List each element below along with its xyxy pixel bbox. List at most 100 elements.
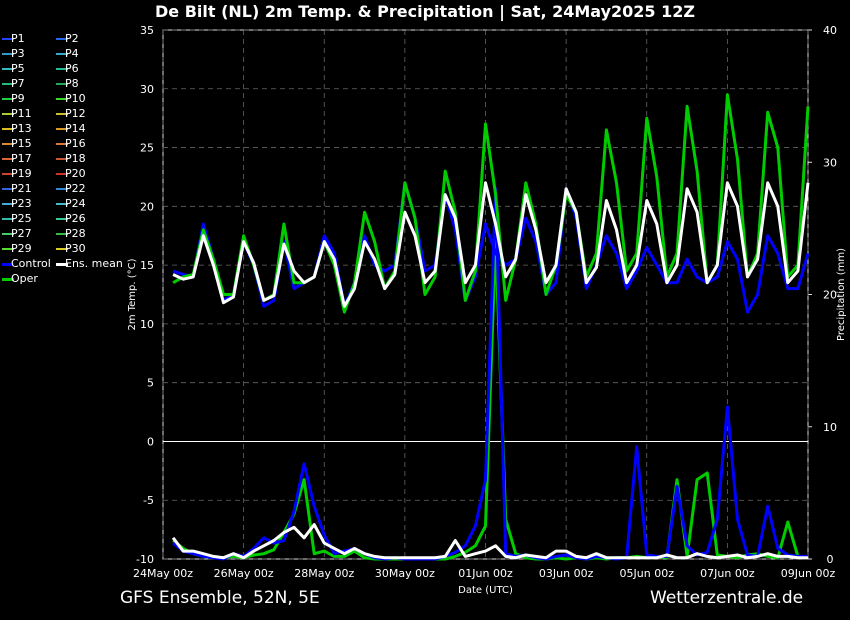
legend-swatch xyxy=(56,143,68,145)
model-label: GFS Ensemble, 52N, 5E xyxy=(120,588,320,608)
legend-label: P4 xyxy=(65,47,79,60)
legend-swatch xyxy=(56,113,68,115)
legend-swatch xyxy=(56,188,68,190)
legend-label: P10 xyxy=(65,92,86,105)
x-axis-label: Date (UTC) xyxy=(458,585,513,596)
legend-swatch xyxy=(2,83,14,85)
legend-label: P20 xyxy=(65,167,86,180)
legend-label: P3 xyxy=(11,47,25,60)
legend-swatch xyxy=(2,158,14,160)
legend-swatch xyxy=(2,113,14,115)
legend-swatch xyxy=(2,68,14,70)
legend-label: P13 xyxy=(11,122,32,135)
legend-label: P25 xyxy=(11,212,32,225)
x-tick-label: 24May 00z xyxy=(133,567,193,580)
legend-swatch xyxy=(2,38,14,40)
legend-label: P11 xyxy=(11,107,32,120)
legend-swatch xyxy=(56,218,68,220)
legend-swatch xyxy=(2,173,14,175)
legend-label: P16 xyxy=(65,137,86,150)
legend-swatch xyxy=(2,98,14,100)
legend-label: P5 xyxy=(11,62,25,75)
y2-tick-label: 30 xyxy=(823,156,837,169)
legend-swatch xyxy=(2,188,14,190)
legend-label: P28 xyxy=(65,227,86,240)
x-tick-label: 01Jun 00z xyxy=(458,567,513,580)
legend-swatch xyxy=(56,248,68,250)
y-tick-label: 10 xyxy=(140,318,154,331)
legend-swatch xyxy=(2,263,14,266)
legend-label: P22 xyxy=(65,182,86,195)
y2-tick-label: 20 xyxy=(823,289,837,302)
temp-line-ens-mean xyxy=(172,181,810,308)
legend-label: P27 xyxy=(11,227,32,240)
y-tick-label: 5 xyxy=(147,377,154,390)
legend-swatch xyxy=(56,263,68,266)
precip-line-ens-mean xyxy=(171,523,808,560)
y-tick-label: -10 xyxy=(136,553,154,566)
x-tick-label: 03Jun 00z xyxy=(539,567,594,580)
legend-swatch xyxy=(2,233,14,235)
legend-swatch xyxy=(2,128,14,130)
x-tick-label: 05Jun 00z xyxy=(620,567,675,580)
legend-label: P21 xyxy=(11,182,32,195)
legend-swatch xyxy=(56,203,68,205)
precip-line-oper xyxy=(172,240,809,561)
legend-label: P8 xyxy=(65,77,79,90)
legend-swatch xyxy=(56,38,68,40)
legend-swatch xyxy=(2,218,14,220)
x-tick-label: 26May 00z xyxy=(214,567,274,580)
y-tick-label: 15 xyxy=(140,259,154,272)
legend-swatch xyxy=(2,203,14,205)
x-tick-label: 28May 00z xyxy=(294,567,354,580)
legend-swatch xyxy=(56,233,68,235)
legend-swatch xyxy=(2,278,14,281)
x-tick-label: 07Jun 00z xyxy=(700,567,755,580)
legend-label: P15 xyxy=(11,137,32,150)
legend-swatch xyxy=(56,53,68,55)
precip-line-control xyxy=(172,187,808,561)
y-tick-label: 20 xyxy=(140,200,154,213)
legend-label: P17 xyxy=(11,152,32,165)
legend-swatch xyxy=(56,83,68,85)
legend-label: P24 xyxy=(65,197,86,210)
y-tick-label: 25 xyxy=(140,142,154,155)
y2-tick-label: 10 xyxy=(823,421,837,434)
y-tick-label: 30 xyxy=(140,83,154,96)
y-tick-label: -5 xyxy=(143,494,154,507)
legend-label: Control xyxy=(11,257,51,270)
legend-label: P19 xyxy=(11,167,32,180)
legend-label: P29 xyxy=(11,242,32,255)
legend-label: P23 xyxy=(11,197,32,210)
legend-label: Ens. mean xyxy=(65,257,123,270)
chart-title: De Bilt (NL) 2m Temp. & Precipitation | … xyxy=(154,2,695,21)
legend-label: P18 xyxy=(65,152,86,165)
y2-tick-label: 0 xyxy=(827,553,834,566)
legend-swatch xyxy=(2,248,14,250)
legend-label: P6 xyxy=(65,62,79,75)
y2-tick-label: 40 xyxy=(823,24,837,37)
legend-swatch xyxy=(2,53,14,55)
legend-swatch xyxy=(56,128,68,130)
x-tick-label: 09Jun 00z xyxy=(781,567,836,580)
legend-label: Oper xyxy=(11,272,38,285)
legend-label: P2 xyxy=(65,32,79,45)
legend-label: P30 xyxy=(65,242,86,255)
legend-label: P14 xyxy=(65,122,86,135)
legend-label: P7 xyxy=(11,77,25,90)
legend-swatch xyxy=(56,98,68,100)
legend-swatch xyxy=(56,173,68,175)
site-label: Wetterzentrale.de xyxy=(650,588,804,608)
legend-swatch xyxy=(56,158,68,160)
legend-label: P26 xyxy=(65,212,86,225)
y-tick-label: 0 xyxy=(147,435,154,448)
y2-axis-label: Precipitation (mm) xyxy=(836,248,847,341)
legend-label: P1 xyxy=(11,32,25,45)
legend-swatch xyxy=(2,143,14,145)
legend-label: P9 xyxy=(11,92,25,105)
x-tick-label: 30May 00z xyxy=(375,567,435,580)
y-tick-label: 35 xyxy=(140,24,154,37)
legend-label: P12 xyxy=(65,107,86,120)
